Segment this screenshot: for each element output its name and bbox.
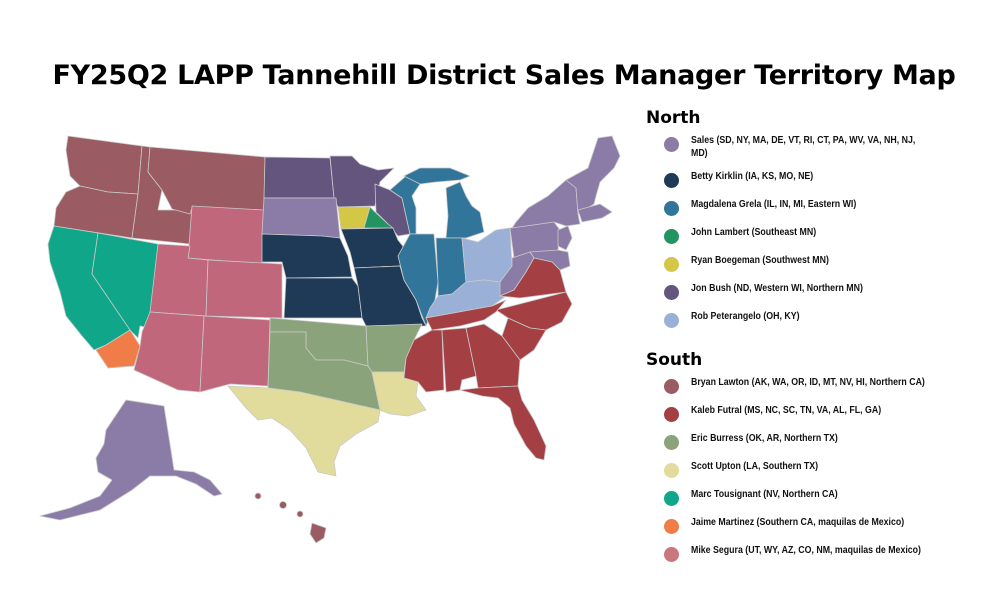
legend-dot-icon (664, 491, 679, 506)
legend-heading-south: South (646, 350, 703, 370)
state-mi[interactable] (445, 181, 485, 239)
legend-label: Mike Segura (UT, WY, AZ, CO, NM, maquila… (691, 545, 921, 556)
map-title: FY25Q2 LAPP Tannehill District Sales Man… (52, 60, 956, 91)
legend-label: Rob Peterangelo (OH, KY) (691, 311, 800, 322)
state-nd[interactable] (263, 156, 335, 199)
state-wy[interactable] (187, 205, 265, 265)
state-ne-states[interactable] (565, 135, 621, 215)
legend-label: Eric Burress (OK, AR, Northern TX) (691, 433, 838, 444)
state-ks[interactable] (283, 277, 363, 319)
state-ny[interactable] (511, 179, 581, 229)
legend-dot-icon (664, 379, 679, 394)
state-va[interactable] (499, 257, 567, 299)
legend-item: Mike Segura (UT, WY, AZ, CO, NM, maquila… (646, 544, 996, 572)
legend-item: Bryan Lawton (AK, WA, OR, ID, MT, NV, HI… (646, 376, 996, 404)
state-co[interactable] (205, 259, 283, 319)
state-ma-ct-ri[interactable] (577, 203, 613, 223)
legend-label: Kaleb Futral (MS, NC, SC, TN, VA, AL, FL… (691, 405, 882, 416)
legend-label: Bryan Lawton (AK, WA, OR, ID, MT, NV, HI… (691, 377, 925, 388)
legend-label: Scott Upton (LA, Southern TX) (691, 461, 819, 472)
state-ak[interactable] (39, 399, 223, 521)
territory-map (0, 100, 640, 560)
legend-item: Jaime Martinez (Southern CA, maquilas de… (646, 516, 996, 544)
state-semn[interactable] (363, 206, 394, 229)
legend-label: Sales (SD, NY, MA, DE, VT, RI, CT, PA, W… (691, 135, 916, 159)
state-stx[interactable] (227, 385, 381, 477)
state-wa[interactable] (65, 135, 143, 195)
legend-label: Magdalena Grela (IL, IN, MI, Eastern WI) (691, 199, 857, 210)
legend-section-south: South Bryan Lawton (AK, WA, OR, ID, MT, … (646, 350, 996, 572)
legend-dot-icon (664, 547, 679, 562)
legend-heading-north: North (646, 108, 701, 128)
legend-section-north: North Sales (SD, NY, MA, DE, VT, RI, CT,… (646, 108, 996, 338)
state-mt[interactable] (147, 146, 266, 215)
state-tn[interactable] (425, 299, 507, 331)
hi-island (279, 501, 287, 509)
state-sd[interactable] (261, 197, 341, 239)
legend-item: Jon Bush (ND, Western WI, Northern MN) (646, 282, 996, 310)
state-ga[interactable] (465, 323, 521, 389)
legend-item: Magdalena Grela (IL, IN, MI, Eastern WI) (646, 198, 996, 226)
legend-dot-icon (664, 229, 679, 244)
state-la[interactable] (371, 371, 427, 417)
legend-item: Sales (SD, NY, MA, DE, VT, RI, CT, PA, W… (646, 134, 996, 170)
legend-label: Jaime Martinez (Southern CA, maquilas de… (691, 517, 905, 528)
legend-dot-icon (664, 519, 679, 534)
legend-dot-icon (664, 407, 679, 422)
legend-item: Scott Upton (LA, Southern TX) (646, 460, 996, 488)
state-nj[interactable] (557, 225, 573, 251)
hi-island (309, 522, 327, 544)
legend-item: John Lambert (Southeast MN) (646, 226, 996, 254)
state-mi-up[interactable] (403, 167, 471, 185)
legend-label: Ryan Boegeman (Southwest MN) (691, 255, 829, 266)
hi-island (296, 510, 304, 518)
legend-label: Jon Bush (ND, Western WI, Northern MN) (691, 283, 863, 294)
legend-dot-icon (664, 435, 679, 450)
legend-dot-icon (664, 257, 679, 272)
legend-label: Betty Kirklin (IA, KS, MO, NE) (691, 171, 814, 182)
hi-island (254, 492, 262, 500)
legend-item: Eric Burress (OK, AR, Northern TX) (646, 432, 996, 460)
legend-item: Marc Tousignant (NV, Northern CA) (646, 488, 996, 516)
legend-label: Marc Tousignant (NV, Northern CA) (691, 489, 838, 500)
legend-item: Ryan Boegeman (Southwest MN) (646, 254, 996, 282)
legend-item: Betty Kirklin (IA, KS, MO, NE) (646, 170, 996, 198)
legend-item: Rob Peterangelo (OH, KY) (646, 310, 996, 338)
legend-dot-icon (664, 463, 679, 478)
us-map-svg (39, 135, 621, 544)
legend-dot-icon (664, 201, 679, 216)
legend-item: Kaleb Futral (MS, NC, SC, TN, VA, AL, FL… (646, 404, 996, 432)
legend-label: John Lambert (Southeast MN) (691, 227, 817, 238)
state-fl[interactable] (459, 385, 547, 461)
legend-dot-icon (664, 313, 679, 328)
state-nm[interactable] (199, 315, 271, 393)
legend-dot-icon (664, 173, 679, 188)
legend: North Sales (SD, NY, MA, DE, VT, RI, CT,… (646, 108, 996, 572)
state-ne[interactable] (261, 233, 353, 279)
legend-dot-icon (664, 137, 679, 152)
state-hi[interactable] (254, 492, 327, 544)
legend-dot-icon (664, 285, 679, 300)
state-il[interactable] (397, 233, 439, 327)
